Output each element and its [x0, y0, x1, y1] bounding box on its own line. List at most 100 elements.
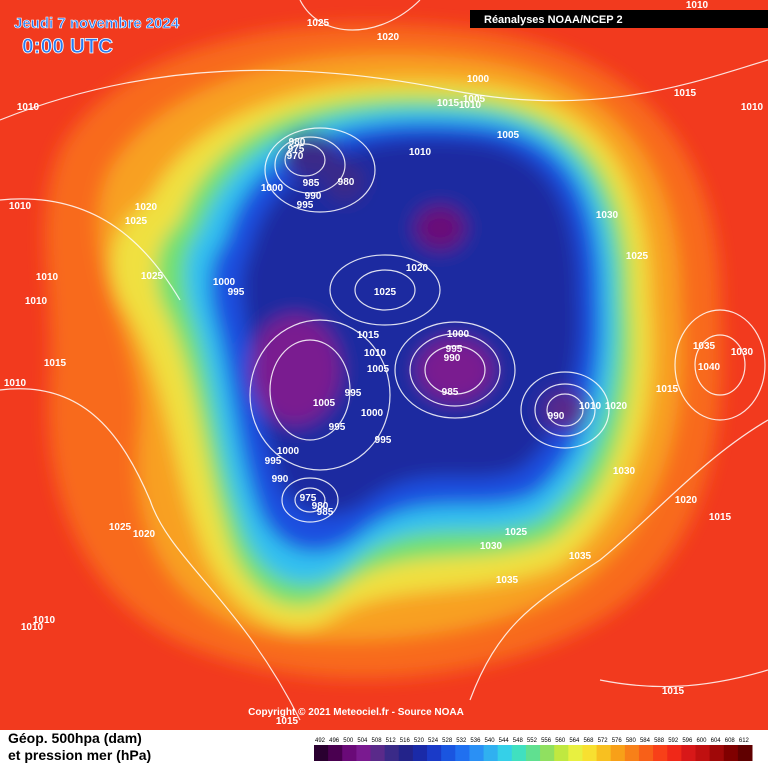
- scale-label: 520: [414, 738, 425, 744]
- scale-label: 588: [654, 738, 665, 744]
- scale-swatch: [582, 745, 598, 761]
- scale-swatch: [427, 745, 442, 761]
- isobar-label: 1010: [9, 201, 32, 212]
- isobar-label: 1005: [313, 398, 336, 409]
- isobar-label: 1010: [25, 296, 48, 307]
- scale-label: 548: [513, 738, 524, 744]
- scale-swatch: [638, 745, 654, 761]
- scale-swatch: [568, 745, 583, 761]
- isobar-label: 1020: [377, 32, 400, 43]
- scale-label: 568: [583, 738, 594, 744]
- scale-label: 524: [428, 738, 439, 744]
- isobar-label: 1015: [674, 88, 697, 99]
- scale-swatch: [709, 745, 725, 761]
- isobar-label: 1010: [36, 272, 59, 283]
- isobar-label: 1015: [357, 330, 380, 341]
- scale-label: 536: [470, 738, 481, 744]
- scale-label: 500: [343, 738, 354, 744]
- isobar-label: 1020: [133, 529, 156, 540]
- scale-swatch: [554, 745, 569, 761]
- scale-label: 540: [485, 738, 496, 744]
- isobar-label: 1020: [135, 202, 158, 213]
- isobar-label: 1005: [497, 130, 520, 141]
- scale-label: 592: [668, 738, 679, 744]
- scale-label: 528: [442, 738, 453, 744]
- legend-line: et pression mer (hPa): [8, 747, 151, 763]
- isobar-label: 995: [375, 435, 392, 446]
- date: Jeudi 7 novembre 2024: [14, 15, 180, 32]
- isobar-label: 1025: [505, 527, 528, 538]
- scale-swatch: [695, 745, 711, 761]
- scale-label: 596: [682, 738, 693, 744]
- isobar-label: 1035: [569, 551, 592, 562]
- scale-swatch: [525, 745, 541, 761]
- isobar-label: 1030: [596, 210, 619, 221]
- scale-label: 612: [739, 738, 750, 744]
- isobar-label: 1010: [33, 615, 56, 626]
- isobar-label: 1030: [613, 466, 636, 477]
- isobar-label: 990: [305, 191, 322, 202]
- scale-swatch: [653, 745, 668, 761]
- isobar-label: 1000: [277, 446, 300, 457]
- copyright: Copyright © 2021 Meteociel.fr - Source N…: [248, 707, 464, 718]
- scale-swatch: [384, 745, 400, 761]
- isobar-label: 1025: [374, 287, 397, 298]
- isobar-label: 1000: [361, 408, 384, 419]
- isobar-label: 1030: [731, 347, 754, 358]
- scale-label: 496: [329, 738, 340, 744]
- scale-swatch: [511, 745, 527, 761]
- scale-label: 572: [598, 738, 609, 744]
- isobar-label: 995: [329, 422, 346, 433]
- isobar-label: 995: [345, 388, 362, 399]
- scale-label: 512: [386, 738, 397, 744]
- scale-label: 516: [400, 738, 411, 744]
- isobars: [0, 0, 768, 721]
- isobar-label: 1020: [675, 495, 698, 506]
- isobar-label: 1005: [463, 94, 486, 105]
- isobar-label: 1015: [437, 98, 460, 109]
- isobar-label: 1010: [364, 348, 387, 359]
- isobar-label: 995: [446, 344, 463, 355]
- scale-label: 576: [612, 738, 623, 744]
- scale-swatch: [540, 745, 555, 761]
- scale-swatch: [370, 745, 386, 761]
- scale-label: 580: [626, 738, 637, 744]
- scale-swatch: [497, 745, 513, 761]
- scale-swatch: [356, 745, 372, 761]
- scale-label: 508: [372, 738, 383, 744]
- scale-label: 564: [569, 738, 580, 744]
- isobar-label: 1015: [276, 716, 299, 727]
- scale-label: 604: [711, 738, 722, 744]
- isobar-label: 1000: [467, 74, 490, 85]
- scale-swatch: [328, 745, 343, 761]
- scale-swatch: [596, 745, 612, 761]
- isobar-label: 1020: [406, 263, 429, 274]
- isobar-label: 1000: [261, 183, 284, 194]
- isobar-label: 1035: [693, 341, 716, 352]
- scale-swatch: [723, 745, 739, 761]
- isobar-label: 990: [272, 474, 289, 485]
- scale-label: 552: [527, 738, 538, 744]
- isobar-label: 990: [548, 411, 565, 422]
- isobar-label: 1025: [141, 271, 164, 282]
- isobar-label: 980: [338, 177, 355, 188]
- isobar-label: 1020: [605, 401, 628, 412]
- isobar-label: 990: [444, 353, 461, 364]
- scale-label: 544: [499, 738, 510, 744]
- source: Réanalyses NOAA/NCEP 2: [484, 14, 623, 26]
- isobar-label: 1025: [307, 18, 330, 29]
- isobar-label: 1010: [741, 102, 764, 113]
- scale-label: 556: [541, 738, 552, 744]
- scale-swatch: [483, 745, 499, 761]
- scale-label: 492: [315, 738, 326, 744]
- isobar-label: 1015: [709, 512, 732, 523]
- isobar-label: 995: [228, 287, 245, 298]
- isobar-label: 1040: [698, 362, 721, 373]
- isobar-label: 1015: [662, 686, 685, 697]
- isobar-label: 1035: [496, 575, 519, 586]
- isobar-label: 1025: [109, 522, 132, 533]
- scale-swatch: [455, 745, 470, 761]
